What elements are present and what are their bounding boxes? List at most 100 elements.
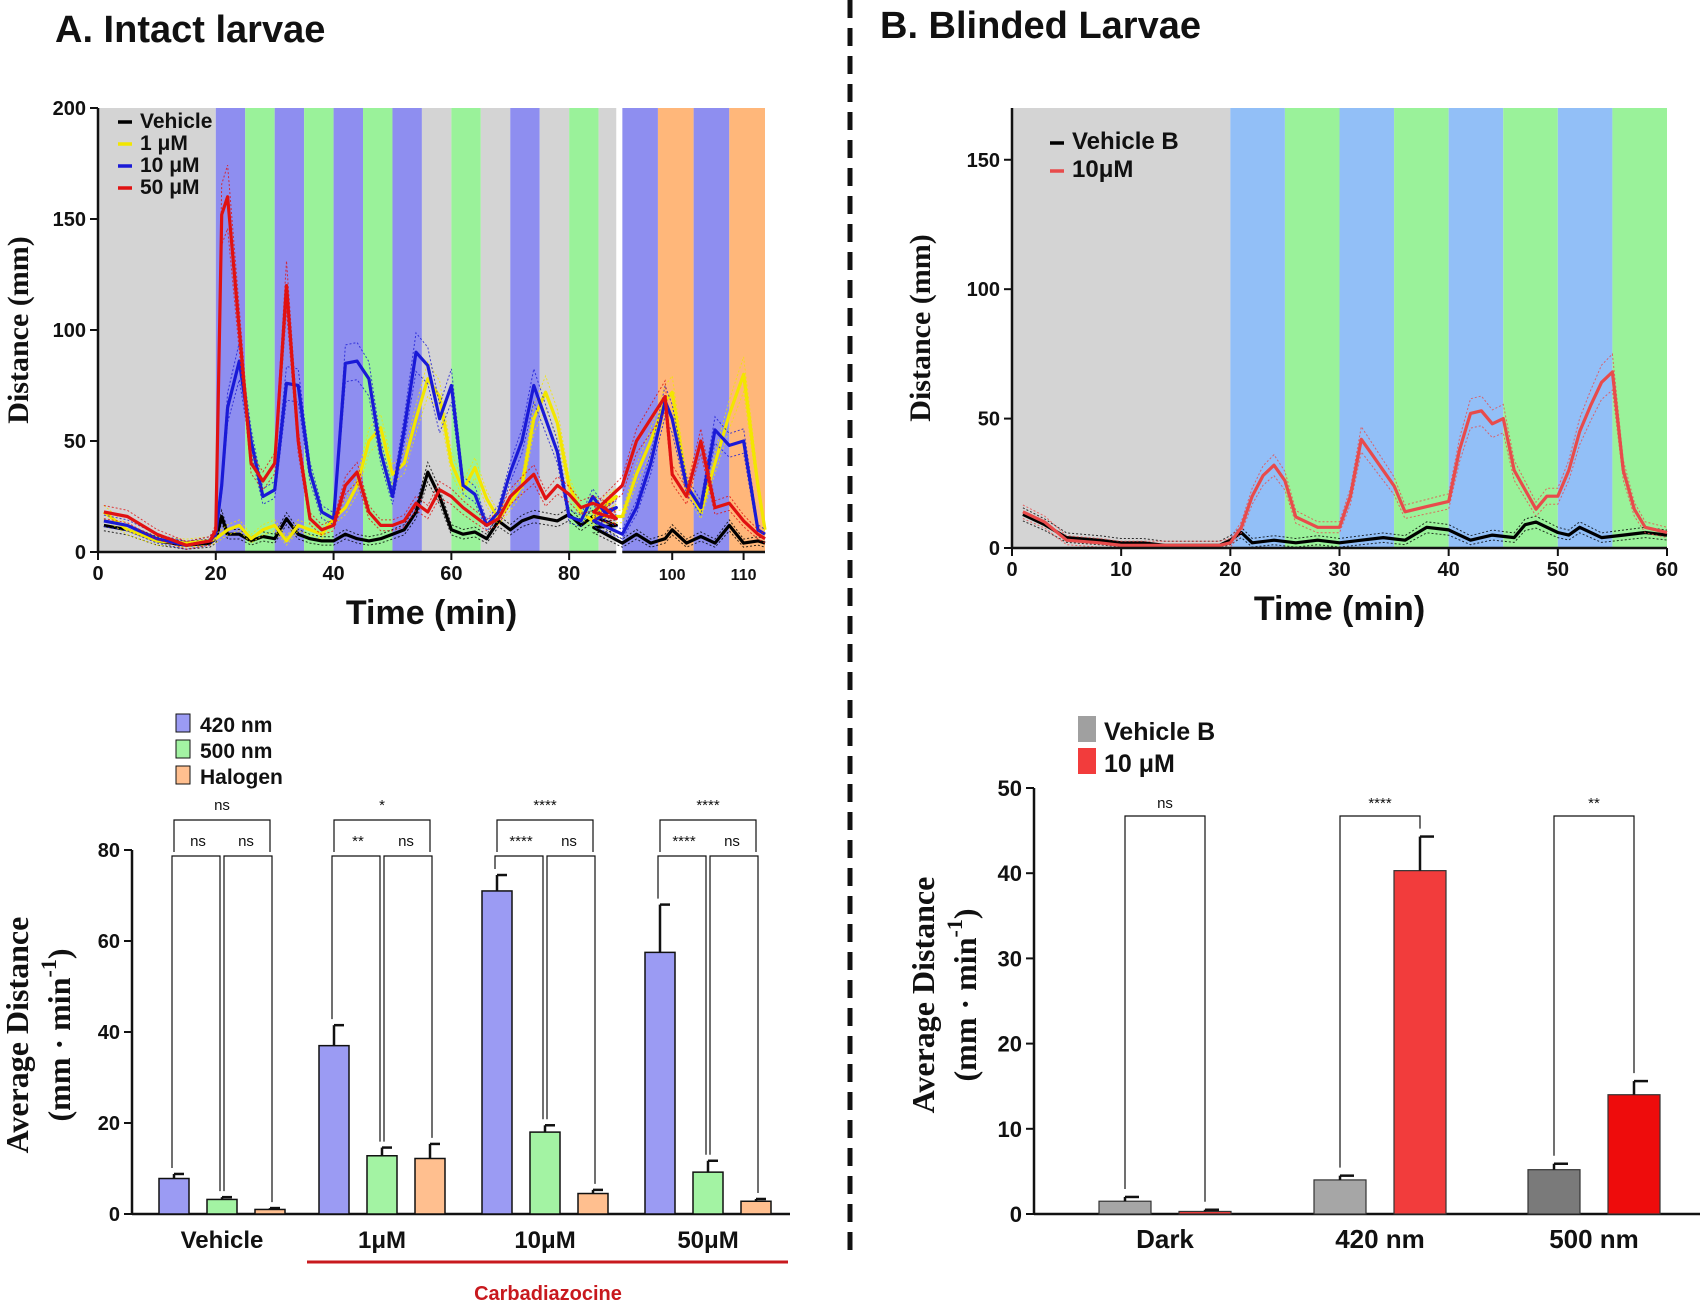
stimulus-band xyxy=(539,108,570,552)
y-tick-label: 0 xyxy=(109,1204,120,1226)
x-tick-label: 420 nm xyxy=(1335,1224,1425,1254)
sig-bracket xyxy=(223,855,273,1203)
x-tick-label: 40 xyxy=(1438,559,1460,581)
sig-label: ** xyxy=(1588,795,1600,812)
legend-label: Vehicle B xyxy=(1104,718,1215,746)
legend-label: 420 nm xyxy=(200,714,272,737)
series-line-3 xyxy=(103,195,766,547)
y-tick-label: 30 xyxy=(998,946,1022,971)
stimulus-band xyxy=(569,108,599,552)
y-axis-title: Average Distance xyxy=(0,917,35,1154)
sig-bracket xyxy=(333,819,431,852)
chart-blinded-timecourse: 0 50 100 150 0 10 20 30 40 50 60 Time (min) Distance… xyxy=(904,108,1678,628)
group-label: Carbadiazocine xyxy=(474,1283,622,1305)
bar-Vehicle-0 xyxy=(158,1177,190,1215)
stimulus-band xyxy=(1394,108,1449,548)
y-tick-label: 0 xyxy=(989,538,1000,560)
legend-label: Halogen xyxy=(200,766,283,789)
y-tick-label: 0 xyxy=(75,542,86,564)
bar-Vehicle-1 xyxy=(206,1198,238,1215)
stimulus-band xyxy=(1284,108,1340,548)
sig-label: ns xyxy=(398,833,414,850)
y-tick-label: 40 xyxy=(998,861,1022,886)
x-tick-label: 20 xyxy=(1219,559,1241,581)
x-tick-label: 0 xyxy=(1006,559,1017,581)
y-tick-label: 0 xyxy=(1010,1202,1022,1227)
sig-bracket xyxy=(173,819,271,852)
stimulus-band xyxy=(1448,108,1504,548)
stimulus-band xyxy=(304,108,334,552)
y-axis-unit: (mm · min-1) xyxy=(36,949,77,1122)
sig-label: ns xyxy=(724,833,740,850)
sig-bracket xyxy=(546,855,596,1184)
y-axis-unit-text: (mm · min xyxy=(41,977,77,1121)
chart-intact-bars: 0 20 40 60 80 ns ns ns Vehicle ** ns * 1μM **** ns ****… xyxy=(0,713,790,1305)
y-axis-unit-close: ) xyxy=(947,909,983,920)
legend-label: Vehicle xyxy=(140,110,212,133)
sig-bracket xyxy=(331,855,381,1142)
bar-420 nm-0 xyxy=(1313,1179,1367,1215)
bar-Vehicle-2 xyxy=(254,1208,286,1215)
y-tick-label: 50 xyxy=(998,776,1022,801)
sig-label: ** xyxy=(352,833,364,850)
legend-swatch xyxy=(175,739,191,759)
stimulus-band xyxy=(1612,108,1667,548)
bar-10μM-1 xyxy=(529,1131,561,1215)
sig-bracket xyxy=(1124,815,1206,1202)
sig-bracket xyxy=(494,855,544,1120)
stimulus-band xyxy=(729,108,765,552)
stimulus-band xyxy=(392,108,422,552)
x-tick-label: 60 xyxy=(440,563,462,585)
series-sem-upper xyxy=(1022,507,1668,542)
stimulus-band xyxy=(1503,108,1558,548)
sig-label: * xyxy=(379,797,385,814)
stimulus-band xyxy=(510,108,540,552)
series-line-1 xyxy=(102,372,767,545)
bar-Dark-1 xyxy=(1178,1210,1232,1215)
bar-1μM-1 xyxy=(366,1155,398,1215)
chart-intact-timecourse: 0 50 100 150 200 0 20 40 60 80 100 110 Time (min) Dis… xyxy=(2,98,767,632)
sig-label: **** xyxy=(533,797,557,814)
axis-break-gap xyxy=(616,108,623,560)
legend-label: 10μM xyxy=(1072,156,1133,183)
y-tick-label: 50 xyxy=(978,409,1000,431)
x-tick-label: 20 xyxy=(205,563,227,585)
y-axis-title-group: Distance (mm) xyxy=(2,236,35,423)
sig-bracket xyxy=(1339,815,1421,1168)
bar-420 nm-1 xyxy=(1393,870,1447,1215)
series-sem-upper xyxy=(103,331,766,543)
sig-bracket xyxy=(383,855,433,1142)
sig-bracket xyxy=(657,855,707,1155)
legend-swatch xyxy=(1078,716,1096,742)
panel-a-title: A. Intact larvae xyxy=(55,9,325,51)
legend-label: 10 μM xyxy=(140,154,200,177)
bar-1μM-0 xyxy=(318,1044,350,1215)
sig-label: **** xyxy=(696,797,720,814)
sig-label: ns xyxy=(238,833,254,850)
y-axis-title-group: Average Distance (mm · min-1) xyxy=(0,917,77,1154)
series-line-0 xyxy=(103,470,766,547)
x-tick-label: Vehicle xyxy=(181,1227,264,1254)
legend-label: Vehicle B xyxy=(1072,128,1179,155)
x-tick-label: 60 xyxy=(1656,559,1678,581)
y-tick-label: 150 xyxy=(53,209,86,231)
chart-blinded-bars: 0 10 20 30 40 50 ns Dark **** 420 nm ** 500 nm Vehic… xyxy=(905,716,1700,1254)
y-tick-label: 20 xyxy=(98,1113,120,1135)
y-tick-label: 200 xyxy=(53,98,86,120)
sig-label: ns xyxy=(1157,795,1173,812)
y-axis-title-group: Distance (mm) xyxy=(904,234,937,421)
legend-label: 500 nm xyxy=(200,740,272,763)
stimulus-band xyxy=(1339,108,1395,548)
bar-50μM-2 xyxy=(740,1200,772,1215)
series-line-1 xyxy=(1022,370,1668,548)
x-tick-label: 50 xyxy=(1547,559,1569,581)
legend-label: 50 μM xyxy=(140,176,200,199)
y-axis-title-group: Average Distance (mm · min-1) xyxy=(905,877,983,1114)
y-axis-title: Distance (mm) xyxy=(904,234,937,421)
y-axis-title: Distance (mm) xyxy=(2,236,35,423)
y-axis-unit-close: ) xyxy=(41,949,77,960)
y-tick-label: 150 xyxy=(967,150,1000,172)
sig-label: ns xyxy=(561,833,577,850)
sig-bracket xyxy=(1553,815,1635,1156)
